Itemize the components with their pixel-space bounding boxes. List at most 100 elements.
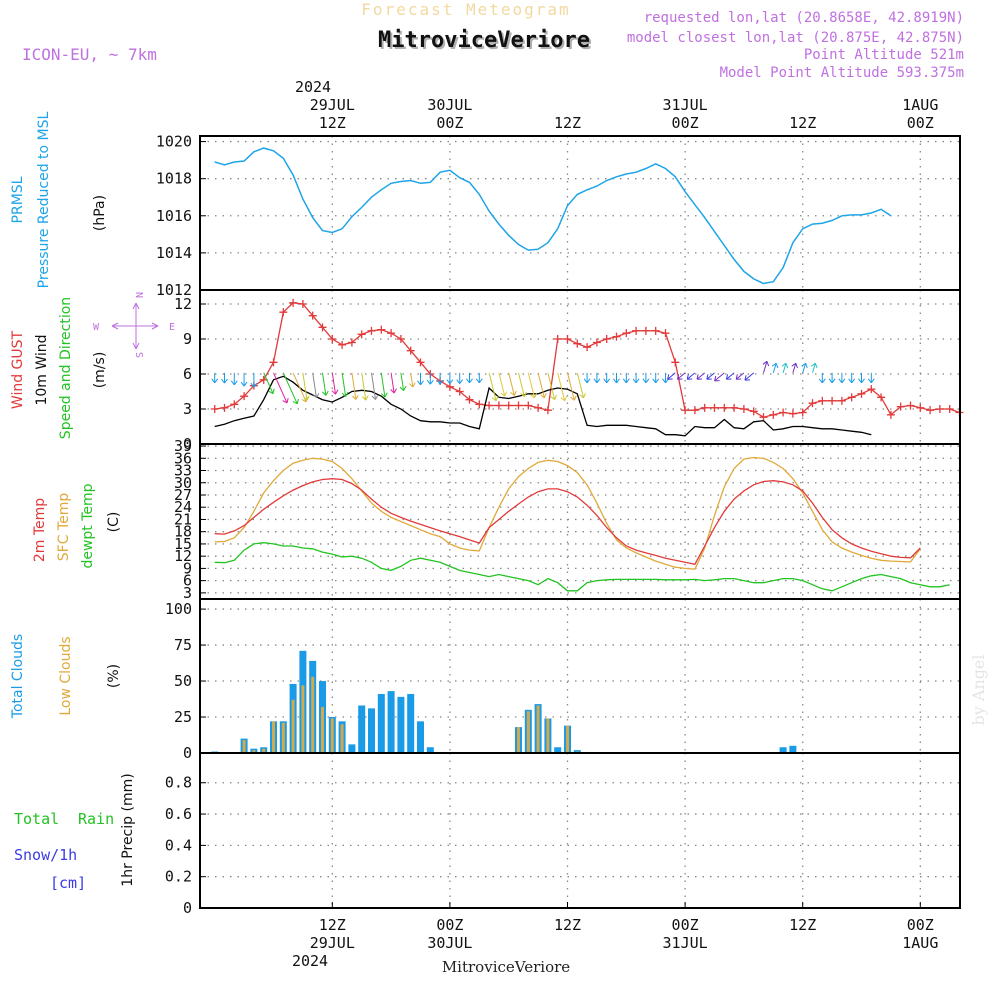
wind-arrow: [771, 362, 779, 373]
gust-point: [563, 335, 572, 343]
wind-arrow: [791, 362, 798, 373]
low-cloud-bar: [536, 705, 540, 753]
wind-arrow: [547, 372, 557, 400]
y-axis-labels: 1012101410161018102003691236912151821242…: [156, 133, 192, 917]
wind-dir-label: Speed and Direction: [58, 297, 74, 439]
gust-point: [886, 410, 895, 419]
wind-unit: (m/s): [92, 352, 108, 389]
gust-point: [857, 389, 866, 398]
gust-point: [455, 387, 464, 396]
compass-n: N: [133, 292, 144, 298]
wind-arrow: [867, 372, 875, 384]
gust-point: [445, 382, 454, 391]
wind-arrow: [302, 372, 310, 401]
pressure-unit: (hPa): [92, 195, 108, 231]
wind-arrow-shaft: [782, 363, 787, 373]
wind-arrow-head: [781, 362, 789, 369]
cm-label: [cm]: [50, 874, 86, 892]
gust-point: [612, 332, 621, 341]
gust-point: [504, 401, 513, 410]
wind-arrow-shaft: [677, 372, 686, 380]
wind-arrow: [240, 372, 248, 387]
gust-point: [867, 385, 876, 394]
wind-arrow-head: [771, 362, 779, 369]
y-tick-label: 1018: [156, 170, 192, 188]
location-title-front: MitroviceVeriore: [378, 28, 590, 53]
wind-arrow: [735, 372, 745, 380]
wind-arrow-shaft: [263, 372, 274, 394]
gust-point: [935, 405, 944, 413]
snow-label: Snow/1h: [14, 846, 77, 864]
gust-point: [632, 326, 641, 335]
wind-arrow: [351, 372, 359, 400]
wind-arrow-head: [603, 378, 611, 384]
wind-arrow: [811, 362, 818, 373]
y-tick-label: 39: [174, 437, 192, 455]
total-cloud-bar: [387, 691, 395, 753]
precip-unit: 1hr Precip (mm): [120, 773, 136, 886]
wind-arrow-shaft: [312, 372, 317, 398]
wind-arrow: [312, 372, 320, 399]
gust-point: [641, 326, 650, 335]
wind-arrow-shaft: [302, 372, 308, 401]
total-cloud-bar: [377, 693, 385, 753]
wind-arrow-head: [475, 378, 483, 384]
bottom-hour-label: 12Z: [319, 916, 346, 934]
gust-point: [534, 403, 543, 412]
wind-arrow: [858, 372, 865, 384]
wind-arrow-shaft: [802, 363, 807, 373]
panel-frames: [199, 135, 961, 909]
wind-arrow-shaft: [726, 372, 735, 380]
gust-point: [494, 401, 503, 410]
gust-point: [602, 335, 611, 343]
wind-arrow-shaft: [706, 372, 715, 380]
low-cloud-bar: [301, 685, 305, 753]
panel-frame-wind: [199, 289, 961, 445]
wind-arrow: [426, 372, 434, 385]
wind-arrow: [583, 372, 591, 384]
gust-point: [269, 358, 278, 367]
y-tick-label: 1020: [156, 133, 192, 151]
wind-arrow-head: [696, 374, 703, 380]
y-tick-label: 1014: [156, 244, 192, 262]
top-date-label: 30JUL: [427, 96, 472, 114]
wind-arrow-shaft: [763, 361, 768, 373]
wind-arrow-head: [312, 393, 320, 399]
wind-arrow-shaft: [341, 372, 347, 397]
gust-point: [788, 409, 797, 418]
chart-marks: [200, 147, 964, 909]
wind-arrow: [686, 372, 696, 380]
wind-arrow-head: [867, 378, 875, 384]
y-tick-label: 0: [183, 435, 192, 453]
y-tick-label: 1012: [156, 281, 192, 299]
wind-arrow-head: [303, 395, 310, 401]
total-cloud-bar: [417, 721, 424, 753]
wind-arrow-head: [676, 374, 683, 380]
gust-point: [416, 358, 425, 367]
wind-arrow: [828, 372, 836, 384]
wind-arrow-head: [811, 362, 818, 369]
wind-arrow-head: [744, 375, 750, 381]
wind-arrow: [652, 372, 660, 384]
product-title: Forecast Meteogram: [361, 0, 570, 19]
wind-arrow: [676, 372, 686, 380]
bottom-hour-label: 00Z: [672, 916, 699, 934]
gust-point: [406, 346, 415, 355]
pressure-label-2: Pressure Reduced to MSL: [36, 111, 52, 288]
wind-arrow-head: [211, 378, 219, 384]
wind-arrow-head: [791, 362, 798, 369]
y-tick-label: 1016: [156, 207, 192, 225]
wind-arrow: [567, 372, 577, 401]
gust-point: [671, 358, 680, 367]
total-cloud-bar: [779, 747, 787, 753]
wind-arrow-head: [230, 380, 238, 386]
gust-point: [289, 298, 298, 307]
y-tick-label: 9: [183, 330, 192, 348]
wind-arrow: [632, 372, 640, 384]
bottom-hour-label: 12Z: [554, 916, 581, 934]
wind-arrow-shaft: [410, 372, 414, 388]
watermark: by Angel: [969, 654, 988, 725]
wind-arrow-shaft: [696, 372, 706, 380]
